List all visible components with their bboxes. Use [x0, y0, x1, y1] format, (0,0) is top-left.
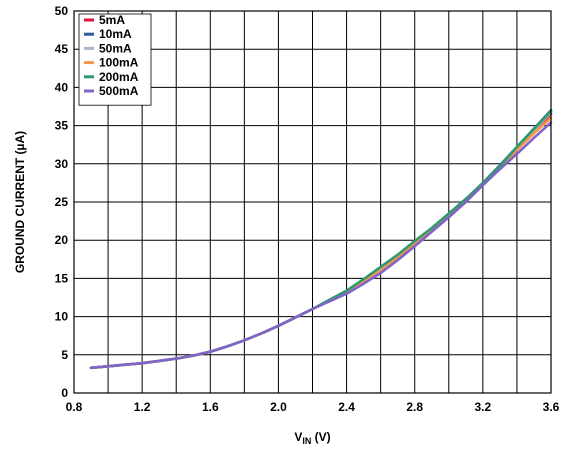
- y-tick-label: 0: [61, 386, 68, 400]
- x-tick-label: 1.2: [134, 400, 151, 414]
- y-tick-label: 10: [55, 310, 69, 324]
- legend-label: 100mA: [99, 56, 139, 70]
- x-tick-label: 2.0: [270, 400, 287, 414]
- y-tick-label: 40: [55, 80, 69, 94]
- y-tick-label: 25: [55, 195, 69, 209]
- x-tick-label: 1.6: [202, 400, 219, 414]
- series-line: [89, 121, 553, 370]
- y-tick-label: 35: [55, 119, 69, 133]
- series-line: [89, 109, 553, 370]
- y-tick-label: 20: [55, 233, 69, 247]
- x-tick-label: 3.6: [543, 400, 560, 414]
- series-line: [89, 109, 553, 370]
- y-axis-label: GROUND CURRENT (µA): [13, 131, 27, 273]
- x-axis-label: VIN (V): [294, 430, 330, 446]
- legend-label: 200mA: [99, 70, 139, 84]
- legend-label: 5mA: [99, 13, 125, 27]
- x-tick-labels: 0.8 1.2 1.6 2.0 2.4 2.8 3.2 3.6: [66, 400, 560, 414]
- y-tick-label: 45: [55, 42, 69, 56]
- plot-frame: [73, 10, 552, 394]
- y-tick-label: 50: [55, 4, 69, 18]
- series-lines: [89, 109, 553, 370]
- grid: [73, 10, 552, 394]
- y-tick-label: 30: [55, 157, 69, 171]
- x-tick-label: 2.4: [338, 400, 355, 414]
- series-line: [89, 116, 553, 370]
- legend-label: 10mA: [99, 27, 132, 41]
- y-tick-labels: 0 5 10 15 20 25 30 35 40 45 50: [55, 4, 69, 400]
- x-axis-label-subscript: IN: [302, 436, 311, 446]
- x-axis-label-main: V: [294, 430, 302, 444]
- x-tick-label: 0.8: [66, 400, 83, 414]
- x-tick-label: 3.2: [475, 400, 492, 414]
- legend-label: 500mA: [99, 84, 139, 98]
- series-line: [89, 112, 553, 370]
- legend-label: 50mA: [99, 41, 132, 55]
- x-tick-label: 2.8: [406, 400, 423, 414]
- y-tick-label: 5: [61, 348, 68, 362]
- x-axis-label-unit: (V): [311, 430, 330, 444]
- y-tick-label: 15: [55, 271, 69, 285]
